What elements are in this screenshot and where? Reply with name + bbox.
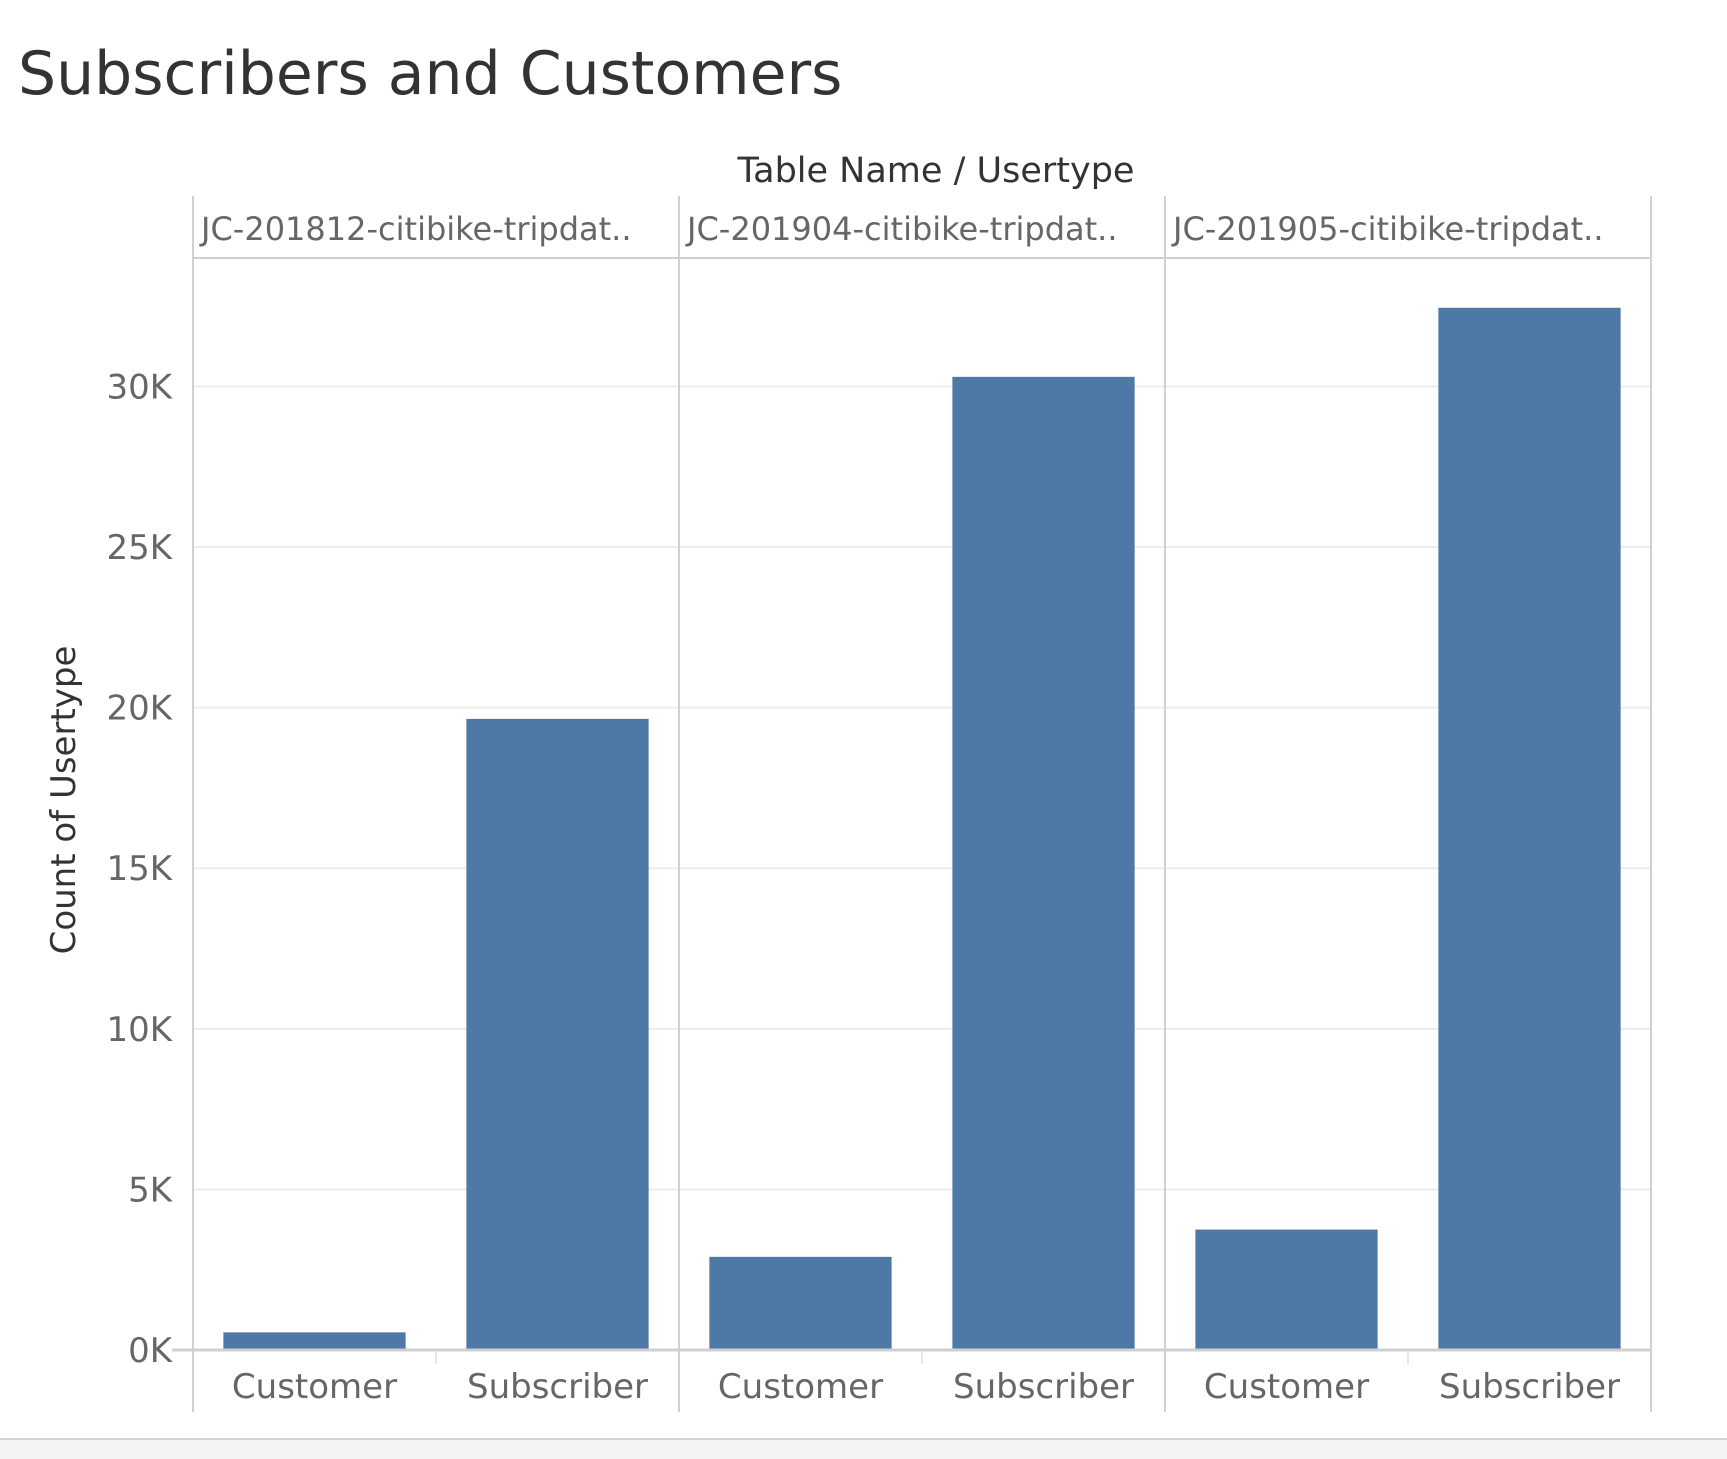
bar [709,1256,892,1350]
chart-title: Subscribers and Customers [18,39,842,109]
x-category-label: Subscriber [953,1367,1134,1407]
panel-header-label: JC-201812-citibike-tripdat.. [199,210,632,248]
y-tick-label: 30K [106,367,173,407]
footer-bar [0,1438,1727,1459]
panel-header-label: JC-201904-citibike-tripdat.. [685,210,1118,248]
x-category-label: Customer [718,1367,883,1407]
gridlines [193,385,1651,1191]
x-category-label: Customer [1204,1367,1369,1407]
panel-header-label: JC-201905-citibike-tripdat.. [1171,210,1604,248]
bar [223,1332,406,1350]
bar [1438,307,1621,1350]
bar [1195,1229,1378,1350]
y-tick-label: 10K [106,1010,173,1050]
y-tick-label: 15K [106,849,173,889]
y-tick-label: 5K [128,1170,174,1210]
column-header-title: Table Name / Usertype [737,151,1135,191]
y-axis-label: Count of Usertype [44,646,84,955]
x-category-label: Customer [232,1367,397,1407]
y-tick-label: 25K [106,528,173,568]
y-tick-label: 20K [106,689,173,729]
labels: 0K 5K 10K 15K 20K 25K 30K JC-201812-citibike-tr… [106,210,1620,1407]
x-category-label: Subscriber [467,1367,648,1407]
bars [223,307,1621,1350]
panel-frames [172,196,1652,1412]
x-category-label: Subscriber [1439,1367,1620,1407]
y-tick-label: 0K [128,1331,174,1371]
bar [952,376,1135,1350]
bar [466,718,649,1350]
